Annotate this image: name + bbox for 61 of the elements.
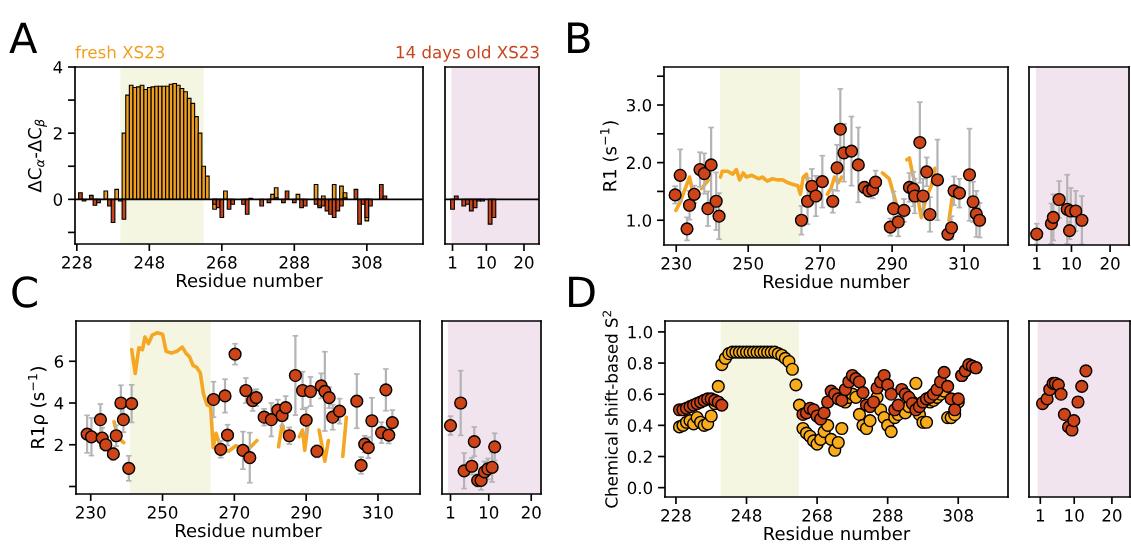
x-tick-label: 270 [219,506,250,519]
chart-title: D [569,276,595,308]
y-tick-label: 1.0 [627,214,652,227]
y-tick-label: 0.4 [627,419,653,432]
x-tick-label: 20 [1100,257,1120,270]
x-axis-title: Residue number [176,523,322,538]
chart-title: B [568,22,590,53]
y-tick-label: 0.2 [627,450,652,464]
x-tick-label: 288 [872,509,903,522]
y-tick-label: 0.8 [627,357,653,370]
y-tick-label: 4 [54,397,64,410]
chart-title: A [9,22,38,54]
y-tick-label: 0 [53,193,63,206]
x-tick-label: 268 [207,256,237,269]
series-label: fresh XS23 [75,45,165,59]
y-axis-title: Chemical shift-based S$^{2}$ [602,311,618,508]
x-tick-label: 230 [76,506,106,519]
x-tick-label: 228 [661,509,691,522]
y-tick-label: 2 [53,127,62,140]
x-axis-title: Residue number [764,526,911,541]
x-tick-label: 1 [1036,509,1045,522]
y-tick-label: 6 [54,355,64,368]
x-tick-label: 248 [134,256,165,269]
y-tick-label: 0.0 [627,481,653,495]
x-tick-label: 20 [514,256,534,269]
x-tick-label: 250 [733,257,763,270]
text: 14 days old XS23 [396,45,539,62]
x-tick-label: 310 [363,506,393,519]
x-tick-label: 10 [1065,509,1084,522]
x-tick-label: 1 [449,256,457,269]
x-tick-label: 10 [1062,257,1081,270]
x-tick-label: 228 [62,256,92,269]
x-tick-label: 250 [147,506,178,519]
y-tick-label: 1.0 [628,325,653,339]
x-tick-label: 290 [291,506,321,519]
x-tick-label: 310 [949,257,979,270]
x-axis-title: Residue number [764,274,910,289]
x-axis-title: Residue number [177,273,323,288]
x-tick-label: 10 [477,256,496,269]
x-tick-label: 248 [731,509,762,522]
x-tick-label: 268 [802,509,832,522]
x-tick-label: 290 [877,257,907,270]
y-axis-title: R1 (s$^{−1}$) [600,121,619,191]
x-tick-label: 20 [1102,509,1122,522]
chart-title: C [12,276,37,308]
y-tick-label: 0.6 [627,388,653,401]
y-tick-label: 3.0 [626,98,652,112]
y-axis-title: R1ρ (s$^{−1}$) [27,367,48,448]
x-tick-label: 1 [447,506,455,519]
x-tick-label: 230 [661,257,692,270]
x-tick-label: 308 [352,256,382,269]
x-tick-label: 20 [521,506,541,519]
y-tick-label: 4 [53,61,63,74]
x-tick-label: 1 [1033,257,1041,270]
x-tick-label: 308 [943,509,974,522]
x-tick-label: 270 [805,257,835,270]
y-tick-label: 2.0 [626,156,652,170]
y-tick-label: 2 [54,438,63,452]
y-axis-title: ΔC$_{α}$-ΔC$_{β}$ [27,119,47,193]
x-tick-label: 288 [279,256,310,269]
x-tick-label: 10 [479,506,499,519]
